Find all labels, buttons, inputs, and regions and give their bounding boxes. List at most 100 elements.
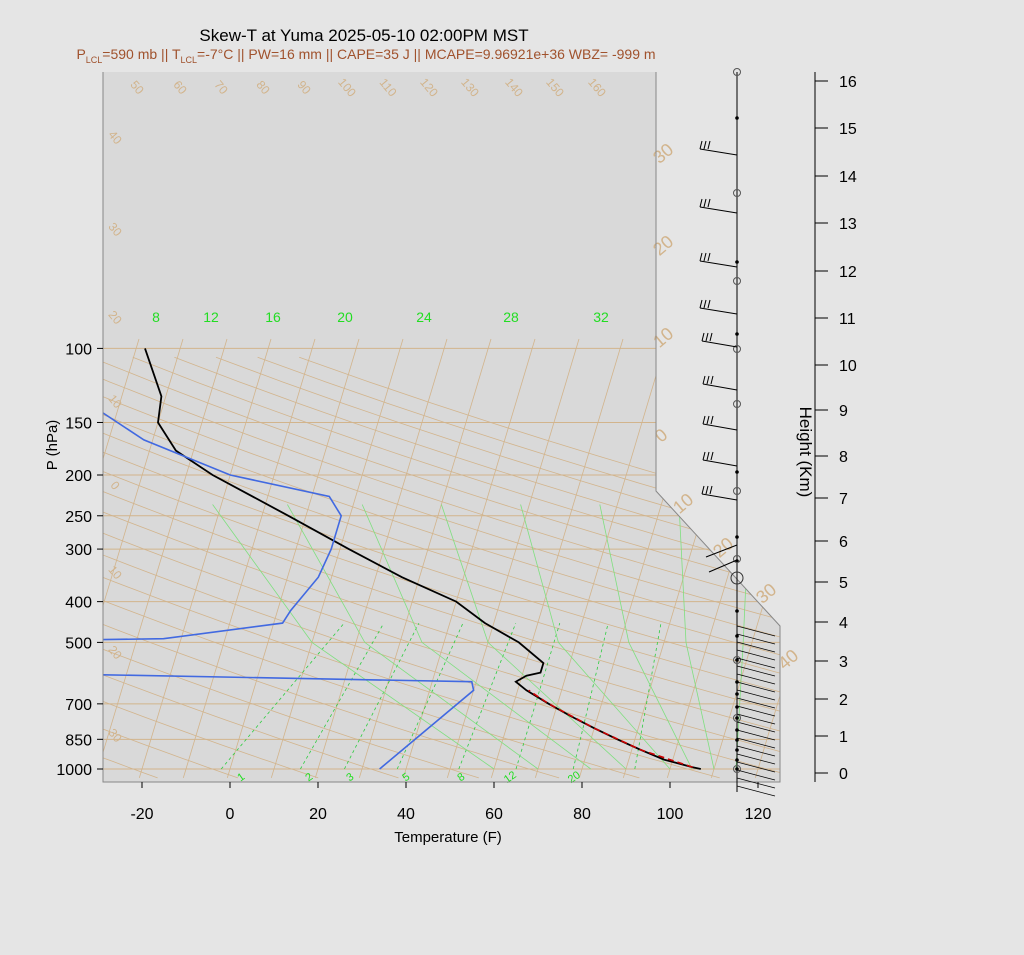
height-tick-label: 16 xyxy=(839,74,857,91)
isotherm-line xyxy=(0,339,7,778)
profile-curves xyxy=(103,348,701,770)
y-axis-label: P (hPa) xyxy=(44,420,61,471)
isotherm-line xyxy=(0,339,51,778)
plot-background xyxy=(103,72,656,782)
dry-adiabat-line xyxy=(103,356,479,779)
wind-barb-low xyxy=(736,785,776,797)
dry-adiabat-line xyxy=(132,356,780,779)
plcl-value: =590 mb || xyxy=(102,46,172,62)
wind-barb-flag xyxy=(709,485,713,495)
moist-adiabat-line xyxy=(678,504,715,770)
dry-adiabat-line xyxy=(103,356,780,779)
dry-adiabat-line xyxy=(103,356,640,779)
wind-barb-shaft xyxy=(699,148,738,156)
chart-title: Skew-T at Yuma 2025-05-10 02:00PM MST xyxy=(199,26,528,45)
wind-barb-shaft xyxy=(699,260,738,268)
wind-level-dot xyxy=(735,748,739,752)
x-tick-label: 120 xyxy=(745,806,772,823)
wind-calm-circle xyxy=(733,277,741,285)
height-tick-label: 3 xyxy=(839,654,848,671)
wind-barb-flag xyxy=(702,375,706,385)
wind-calm-circle xyxy=(733,189,741,197)
y-tick-label: 700 xyxy=(65,697,92,714)
wind-barb-flag xyxy=(699,299,703,309)
isotherm-line xyxy=(270,338,404,779)
isotherm-line xyxy=(138,338,272,779)
height-tick-label: 2 xyxy=(839,692,848,709)
wind-calm-circle xyxy=(733,714,741,722)
wind-barb-low xyxy=(736,657,776,669)
wind-barb-low xyxy=(736,769,776,781)
wind-barb-low xyxy=(736,777,776,789)
wind-barb-flag xyxy=(701,332,705,342)
wind-barb-flag xyxy=(707,198,711,208)
isotherm-line xyxy=(103,338,184,779)
wind-level-dot xyxy=(735,609,739,613)
dry-adiabat-line xyxy=(103,356,780,779)
wind-level-dot xyxy=(735,332,739,336)
isotherm-line xyxy=(975,339,1024,778)
y-tick-label: 300 xyxy=(65,542,92,559)
wind-barb-low xyxy=(736,721,776,733)
wind-barb-low xyxy=(736,641,776,653)
isotherm-line xyxy=(358,338,492,779)
wind-barb-shaft xyxy=(699,307,738,315)
wind-barb-low xyxy=(736,681,776,693)
wind-barb-shaft xyxy=(702,459,738,467)
mixing-ratio-label: 28 xyxy=(503,309,519,325)
wind-calm-circle xyxy=(733,487,741,495)
mixing-ratio-line xyxy=(515,623,561,770)
wind-barb-flag xyxy=(702,415,706,425)
height-tick-label: 14 xyxy=(839,169,857,186)
isotherm-line xyxy=(799,339,931,778)
wind-barb-flag xyxy=(710,451,714,461)
dry-adiabat-line xyxy=(103,356,780,779)
height-tick-label: 9 xyxy=(839,403,848,420)
dry-adiabat-line xyxy=(103,356,780,779)
y-tick-label: 850 xyxy=(65,732,92,749)
wind-barb-flag xyxy=(702,451,706,461)
y-tick-label: 400 xyxy=(65,595,92,612)
wind-calm-circle xyxy=(730,571,744,585)
isotherm-line xyxy=(182,338,316,779)
mixing-ratio-line xyxy=(572,623,609,770)
mixing-ratio-label: 12 xyxy=(203,309,219,325)
wind-barb-low xyxy=(736,649,776,661)
isotherm-line xyxy=(843,339,975,778)
height-tick-label: 8 xyxy=(839,449,848,466)
wind-level-dot xyxy=(735,692,739,696)
isotherm-line xyxy=(754,338,780,779)
wind-barb-flag xyxy=(707,299,711,309)
height-tick-label: 10 xyxy=(839,358,857,375)
x-axis-label: Temperature (F) xyxy=(394,829,502,846)
dry-adiabat-line xyxy=(174,356,780,779)
wind-barb-low xyxy=(736,753,776,765)
plcl-label: P xyxy=(76,46,85,62)
plcl-sub: LCL xyxy=(86,55,103,65)
dry-adiabat-line xyxy=(103,356,319,779)
wind-barb-shaft xyxy=(701,493,738,501)
dewpoint-curve xyxy=(103,348,475,770)
wind-barb-low xyxy=(736,697,776,709)
mixing-ratio-bottom-label: 2 xyxy=(303,771,315,784)
wind-barb-flag xyxy=(703,299,707,309)
isotherm-line xyxy=(226,338,360,779)
height-tick-label: 0 xyxy=(839,766,848,783)
wind-level-dot xyxy=(735,705,739,709)
x-tick-label: 20 xyxy=(309,806,327,823)
wind-level-dot xyxy=(735,470,739,474)
wind-barb-shaft xyxy=(705,544,738,558)
dry-adiabat-line xyxy=(103,356,780,779)
tlcl-value: =-7°C || PW=16 mm || CAPE=35 J || MCAPE=… xyxy=(197,46,656,62)
moist-adiabat-line xyxy=(287,504,539,770)
wind-calm-circle xyxy=(733,555,741,563)
plot-background-ext xyxy=(656,491,780,782)
wind-barb-flag xyxy=(707,252,711,262)
dry-adiabat-line xyxy=(103,356,560,779)
wind-barb-flag xyxy=(703,198,707,208)
mixing-ratio-line xyxy=(300,622,385,770)
y-tick-label: 250 xyxy=(65,509,92,526)
wind-level-dot xyxy=(735,738,739,742)
